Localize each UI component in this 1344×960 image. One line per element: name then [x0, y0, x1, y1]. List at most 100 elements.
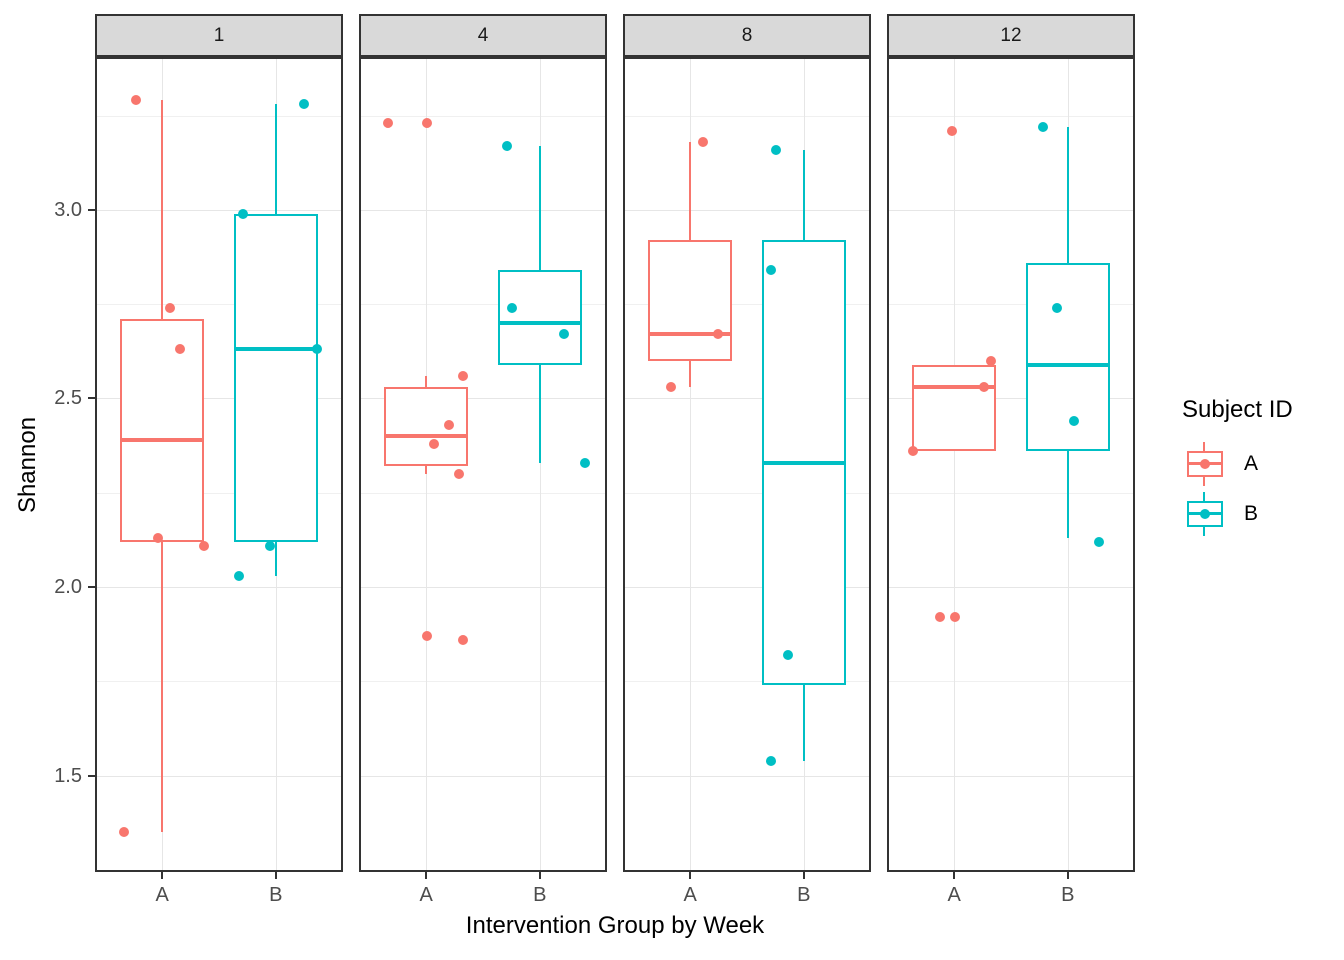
- jitter-point: [421, 118, 432, 129]
- whisker-lower: [802, 685, 805, 761]
- legend-label: A: [1244, 452, 1259, 475]
- y-tick-mark: [88, 586, 95, 589]
- jitter-point: [712, 329, 723, 340]
- x-tick-label: A: [947, 884, 961, 906]
- jitter-point: [580, 457, 591, 468]
- facet-panel: [623, 57, 871, 872]
- whisker-lower: [1066, 451, 1069, 539]
- gridline-major: [889, 398, 1133, 400]
- gridline-major: [361, 587, 605, 589]
- jitter-point: [1037, 121, 1048, 132]
- legend-entry: B: [1186, 492, 1342, 536]
- gridline-major: [97, 209, 341, 211]
- gridline-minor: [889, 304, 1133, 306]
- facet-panel: [359, 57, 607, 872]
- whisker-upper: [161, 100, 164, 320]
- legend-key-boxplot-icon: [1186, 442, 1224, 486]
- facet-strip: 1: [95, 14, 343, 57]
- gridline-minor: [361, 304, 605, 306]
- facet-strip: 12: [887, 14, 1135, 57]
- whisker-lower: [161, 541, 164, 833]
- y-tick-label: 2.0: [54, 576, 82, 599]
- whisker-upper: [538, 145, 541, 271]
- gridline-minor: [361, 115, 605, 117]
- jitter-point: [233, 570, 244, 581]
- box-B: [497, 270, 582, 365]
- x-tick-label: A: [155, 884, 169, 906]
- gridline-minor: [625, 681, 869, 683]
- gridline-major: [625, 587, 869, 589]
- median-line: [648, 332, 733, 337]
- gridline-vertical: [690, 59, 692, 870]
- jitter-point: [1093, 536, 1104, 547]
- jitter-point: [507, 302, 518, 313]
- jitter-point: [238, 208, 249, 219]
- jitter-point: [947, 125, 958, 136]
- box-A: [648, 240, 733, 361]
- jitter-point: [935, 612, 946, 623]
- x-tick-label: A: [419, 884, 433, 906]
- median-line: [1025, 362, 1110, 367]
- jitter-point: [421, 631, 432, 642]
- gridline-minor: [889, 115, 1133, 117]
- median-line: [912, 385, 997, 390]
- whisker-lower: [538, 364, 541, 463]
- jitter-point: [666, 382, 677, 393]
- jitter-point: [766, 265, 777, 276]
- jitter-point: [299, 99, 310, 110]
- gridline-minor: [97, 492, 341, 494]
- jitter-point: [429, 438, 440, 449]
- gridline-minor: [889, 492, 1133, 494]
- facet-strip: 4: [359, 14, 607, 57]
- x-tick-mark: [425, 872, 428, 879]
- gridline-major: [97, 398, 341, 400]
- gridline-minor: [625, 115, 869, 117]
- y-tick-mark: [88, 208, 95, 211]
- jitter-point: [558, 329, 569, 340]
- gridline-major: [625, 398, 869, 400]
- x-axis-title: Intervention Group by Week: [465, 912, 765, 939]
- x-tick-label: B: [1061, 884, 1075, 906]
- whisker-upper: [802, 149, 805, 241]
- gridline-major: [361, 775, 605, 777]
- x-tick-label: B: [269, 884, 283, 906]
- box-A: [912, 364, 997, 452]
- jitter-point: [908, 446, 919, 457]
- jitter-point: [783, 649, 794, 660]
- gridline-major: [625, 775, 869, 777]
- x-tick-label: A: [683, 884, 697, 906]
- legend-key-boxplot-icon: [1186, 492, 1224, 536]
- legend-dot: [1200, 509, 1210, 519]
- gridline-minor: [97, 304, 341, 306]
- jitter-point: [174, 344, 185, 355]
- legend-label: B: [1244, 502, 1259, 525]
- box-A: [384, 387, 469, 467]
- gridline-minor: [97, 115, 341, 117]
- x-tick-label: B: [797, 884, 811, 906]
- facet-strip: 8: [623, 14, 871, 57]
- jitter-point: [153, 533, 163, 544]
- gridline-major: [97, 587, 341, 589]
- median-line: [120, 437, 205, 442]
- whisker-lower: [425, 466, 428, 474]
- gridline-major: [889, 209, 1133, 211]
- whisker-upper: [689, 141, 692, 241]
- jitter-point: [165, 302, 176, 313]
- y-tick-label: 2.5: [54, 387, 82, 410]
- box-B: [1025, 262, 1110, 452]
- x-tick-mark: [1066, 872, 1069, 879]
- median-line: [497, 321, 582, 326]
- box-B: [233, 213, 318, 542]
- gridline-major: [97, 775, 341, 777]
- legend-entry: A: [1186, 442, 1342, 486]
- x-tick-mark: [161, 872, 164, 879]
- whisker-lower: [274, 541, 277, 576]
- gridline-vertical: [539, 59, 541, 870]
- jitter-point: [979, 382, 990, 393]
- jitter-point: [766, 755, 777, 766]
- gridline-minor: [97, 681, 341, 683]
- y-tick-label: 3.0: [54, 198, 82, 221]
- jitter-point: [1069, 416, 1080, 427]
